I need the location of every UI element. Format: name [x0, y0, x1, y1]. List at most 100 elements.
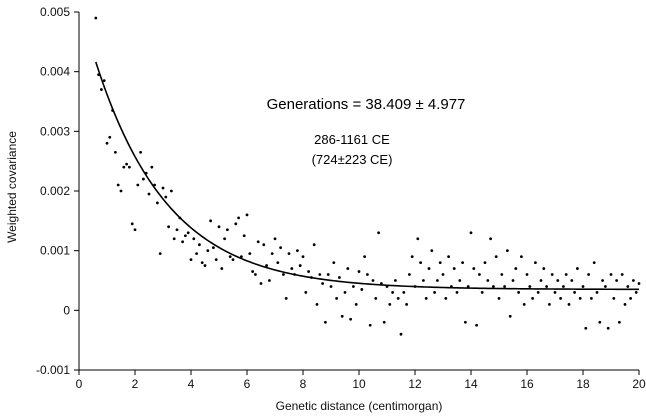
data-point-11 — [125, 162, 128, 166]
data-point-66 — [279, 246, 282, 250]
data-point-15 — [136, 183, 140, 187]
data-point-180 — [598, 320, 602, 324]
data-point-177 — [590, 297, 593, 300]
data-point-57 — [254, 273, 257, 276]
data-point-29 — [175, 228, 179, 232]
data-point-10 — [122, 165, 126, 169]
data-point-194 — [637, 282, 641, 285]
data-point-88 — [340, 314, 344, 318]
data-point-166 — [559, 297, 562, 300]
data-point-41 — [209, 219, 213, 223]
data-point-58 — [256, 240, 260, 244]
data-point-150 — [514, 267, 518, 270]
data-point-132 — [464, 320, 467, 324]
data-point-56 — [251, 270, 255, 273]
data-point-128 — [452, 267, 456, 270]
data-point-136 — [475, 323, 478, 327]
data-point-190 — [626, 285, 630, 288]
x-tick-label-9: 18 — [576, 377, 590, 391]
fit-curve — [95, 61, 640, 291]
data-point-51 — [237, 216, 241, 220]
data-point-103 — [382, 320, 386, 324]
data-point-47 — [226, 228, 229, 232]
data-point-40 — [206, 249, 210, 253]
data-point-31 — [181, 240, 185, 244]
data-point-161 — [545, 285, 548, 288]
data-point-151 — [517, 291, 520, 294]
data-point-55 — [248, 252, 252, 256]
data-point-179 — [595, 291, 599, 294]
data-point-153 — [522, 302, 526, 306]
data-point-170 — [570, 279, 574, 282]
data-point-80 — [318, 273, 322, 276]
data-point-73 — [298, 264, 302, 267]
data-point-183 — [606, 326, 610, 330]
data-point-167 — [562, 285, 565, 288]
data-point-139 — [483, 261, 487, 264]
y-tick-label-1: 0 — [63, 303, 70, 317]
x-axis: 0 2 4 6 8 10 12 14 16 18 20 — [76, 370, 646, 391]
y-axis: -0.001 0 0.001 0.002 0.003 0.004 0.005 — [36, 5, 79, 377]
data-point-121 — [433, 291, 436, 294]
x-tick-label-8: 16 — [520, 377, 534, 391]
data-point-45 — [220, 267, 224, 270]
data-point-133 — [466, 285, 470, 288]
data-point-75 — [304, 291, 308, 294]
data-point-164 — [553, 291, 557, 294]
data-point-44 — [217, 225, 221, 229]
data-point-147 — [506, 249, 509, 253]
data-point-14 — [133, 228, 137, 232]
data-point-184 — [609, 273, 613, 276]
data-point-172 — [576, 267, 579, 270]
data-point-193 — [634, 291, 638, 294]
data-point-95 — [360, 288, 364, 291]
data-point-181 — [601, 279, 604, 282]
data-point-157 — [534, 261, 537, 264]
data-point-146 — [503, 285, 506, 288]
data-point-53 — [242, 234, 246, 238]
data-point-26 — [167, 225, 171, 229]
data-point-7 — [114, 150, 117, 154]
y-tick-label-3: 0.002 — [40, 184, 70, 198]
data-point-96 — [363, 255, 366, 259]
data-point-16 — [139, 150, 143, 154]
data-point-79 — [315, 302, 319, 306]
data-point-72 — [296, 249, 299, 253]
x-tick-label-2: 4 — [188, 377, 195, 391]
data-point-113 — [410, 255, 414, 259]
data-point-65 — [276, 261, 280, 264]
data-point-5 — [108, 135, 112, 139]
x-tick-label-3: 6 — [244, 377, 251, 391]
data-point-138 — [480, 291, 484, 294]
data-point-155 — [528, 285, 532, 288]
data-point-145 — [500, 273, 504, 276]
data-point-175 — [584, 326, 588, 330]
x-tick-label-4: 8 — [300, 377, 307, 391]
data-point-182 — [604, 285, 607, 288]
data-point-83 — [326, 273, 330, 276]
x-tick-label-6: 12 — [408, 377, 422, 391]
data-point-123 — [438, 261, 442, 264]
data-point-186 — [615, 279, 618, 282]
data-point-165 — [556, 279, 560, 282]
data-point-2 — [100, 88, 103, 91]
data-point-189 — [623, 302, 627, 306]
data-point-188 — [620, 273, 624, 276]
data-point-92 — [352, 285, 355, 288]
data-point-130 — [458, 279, 462, 282]
data-point-107 — [394, 279, 397, 282]
data-point-137 — [478, 273, 481, 276]
data-point-131 — [461, 261, 464, 264]
data-point-152 — [520, 255, 523, 259]
data-point-82 — [324, 320, 327, 324]
data-point-120 — [430, 249, 434, 253]
data-point-9 — [119, 189, 123, 193]
data-point-99 — [371, 279, 375, 282]
data-points — [94, 16, 641, 336]
data-point-124 — [441, 273, 445, 276]
y-tick-label-0: -0.001 — [36, 363, 70, 377]
data-point-0 — [94, 16, 98, 20]
data-point-168 — [564, 273, 568, 276]
data-point-34 — [189, 258, 193, 262]
data-point-100 — [374, 297, 378, 300]
